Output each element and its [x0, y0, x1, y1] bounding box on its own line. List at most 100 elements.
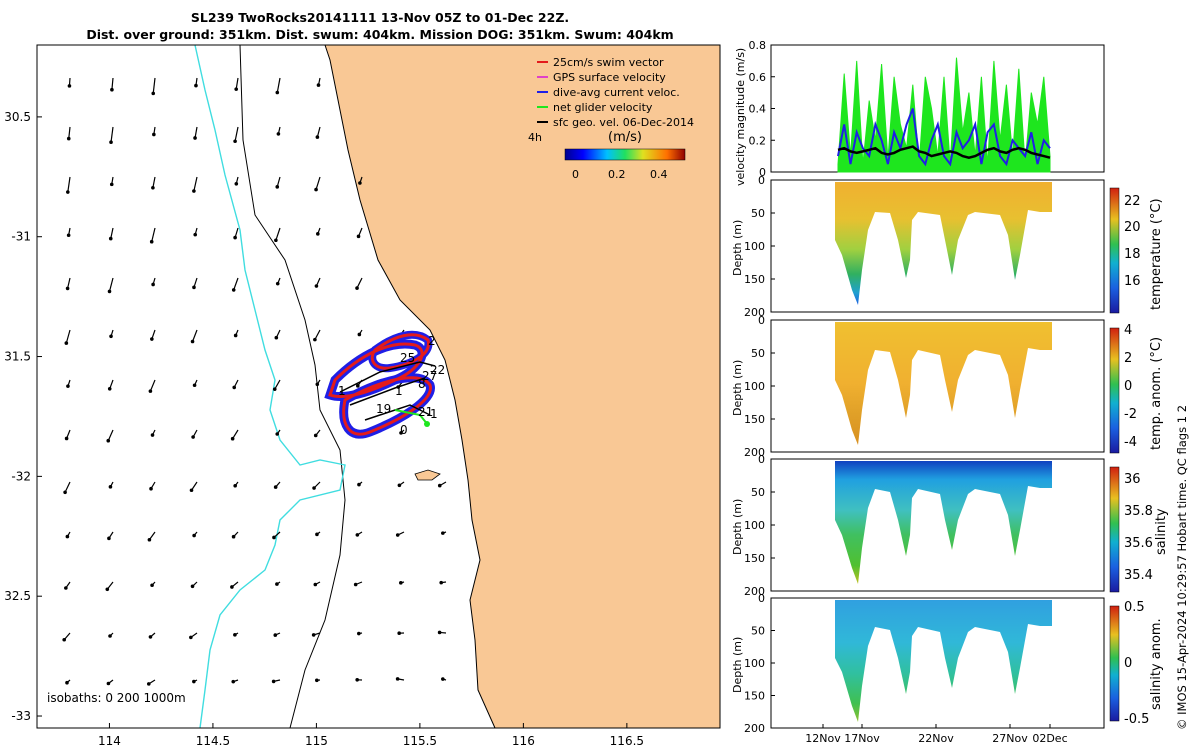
current-arrow-head: [312, 486, 316, 490]
legend-dive-avg: dive-avg current veloc.: [553, 86, 680, 99]
time-tick-label: 12Nov: [805, 732, 841, 745]
current-arrow-head: [355, 677, 360, 682]
anom-cbar-tick-4: 4: [1124, 323, 1132, 338]
current-arrow-head: [148, 389, 153, 393]
current-arrow: [64, 481, 71, 493]
current-arrow-head: [64, 586, 68, 590]
current-arrow: [67, 176, 71, 193]
current-arrow-head: [109, 334, 113, 339]
current-arrow-head: [109, 140, 113, 145]
temperature-panel: 22 20 18 16 temperature (°C): [770, 179, 1164, 314]
sal-cbar-tick-356: 35.6: [1124, 536, 1153, 551]
current-arrow-head: [441, 531, 445, 535]
depth-ylabel: Depth (m): [731, 637, 744, 693]
depth-tick-label: 100: [744, 240, 765, 253]
current-arrow-head: [108, 236, 113, 241]
depth-tick-label: 0: [758, 453, 765, 466]
current-arrow: [149, 379, 156, 392]
current-arrow-head: [276, 132, 281, 136]
velocity-ylabel: velocity magnitude (m/s): [734, 48, 747, 186]
current-arrow-head: [232, 385, 237, 390]
current-arrow-head: [231, 288, 236, 292]
current-arrow-head: [65, 286, 70, 291]
current-arrow-head: [316, 83, 321, 87]
time-ticks: 12Nov 17Nov 22Nov 27Nov 02Dec: [805, 724, 1068, 745]
current-arrow-head: [313, 582, 318, 587]
current-arrow-head: [66, 233, 71, 238]
anom-cbar-tick-m4: -4: [1124, 435, 1137, 450]
current-arrow-head: [313, 337, 317, 342]
current-arrow-head: [356, 384, 360, 388]
current-arrow-head: [357, 631, 361, 636]
current-arrow-head: [152, 132, 156, 137]
salinity-colorbar: [1109, 466, 1120, 593]
current-arrow: [193, 176, 198, 192]
anom-cbar-tick-0: 0: [1124, 379, 1132, 394]
current-arrow-head: [192, 285, 196, 290]
current-arrow-head: [66, 384, 70, 388]
current-arrow-head: [64, 341, 69, 345]
coastline: [324, 44, 496, 729]
current-arrow-head: [65, 534, 70, 539]
current-arrow-head: [107, 289, 112, 294]
temperature-cbar-label: temperature (°C): [1149, 198, 1164, 310]
current-arrow-head: [192, 679, 196, 684]
anom-cbar-tick-m2: -2: [1124, 407, 1137, 422]
current-arrow: [107, 429, 114, 441]
legend-vector-4h: 4h: [528, 131, 542, 144]
isobath-200m: [239, 44, 346, 729]
imos-credit: © IMOS 15-Apr-2024 10:29:57 Hobart time.…: [1175, 404, 1189, 730]
sal-cbar-tick-358: 35.8: [1124, 504, 1153, 519]
current-arrow-head: [231, 534, 236, 539]
depth-ylabel: Depth (m): [731, 499, 744, 555]
current-arrow: [191, 329, 198, 342]
map-xtick-label: 114.5: [196, 734, 230, 748]
current-arrow: [275, 227, 281, 241]
day-label: 8: [418, 377, 426, 391]
depth-tick-label: 50: [751, 625, 765, 638]
depth-ylabel: Depth (m): [731, 220, 744, 276]
current-arrow-head: [316, 232, 320, 236]
sal-cbar-tick-36: 36: [1124, 472, 1141, 487]
time-tick-label: 22Nov: [918, 732, 954, 745]
map-ytick-label: 32.5: [4, 589, 31, 603]
colorbar-tick-0: 0: [572, 168, 579, 181]
current-arrow-head: [189, 488, 194, 493]
map-ytick-label: 30.5: [4, 110, 31, 124]
temperature-colorbar-group: 22 20 18 16 temperature (°C): [1109, 187, 1164, 314]
current-arrow-head: [151, 91, 156, 96]
current-arrow-head: [147, 537, 152, 542]
day-label: 25: [400, 351, 415, 365]
current-arrow: [234, 126, 239, 142]
current-arrow-head: [272, 535, 276, 540]
current-arrow-head: [193, 232, 198, 237]
temp-anom-colorbar: [1109, 327, 1120, 454]
current-arrow: [152, 77, 156, 94]
current-arrow-head: [66, 136, 71, 141]
current-arrow-head: [107, 386, 112, 391]
current-arrow-head: [437, 483, 442, 488]
current-arrow-head: [314, 187, 318, 192]
current-arrow-head: [395, 677, 400, 681]
map-ytick-label: -31: [11, 230, 31, 244]
current-arrow-head: [146, 682, 151, 686]
current-arrow-head: [66, 190, 70, 194]
current-arrow-head: [233, 333, 238, 338]
temp-anom-panel: 4 2 0 -2 -4 temp. anom. (°C): [770, 319, 1164, 454]
map-xtick-label: 115.5: [403, 734, 437, 748]
current-arrow-head: [150, 433, 155, 437]
current-arrow-head: [190, 584, 195, 589]
current-arrow-head: [397, 483, 402, 488]
depth-tick-label: 0: [758, 174, 765, 187]
current-arrow: [108, 277, 114, 292]
current-arrow-head: [63, 490, 67, 495]
isobath-1000m: [194, 44, 346, 729]
sal-anom-colorbar-group: 0.5 0 -0.5 salinity anom.: [1109, 600, 1164, 727]
colorbar-units: (m/s): [608, 130, 642, 145]
current-arrow-head: [357, 332, 362, 337]
current-arrow-head: [234, 87, 239, 91]
current-arrow-head: [151, 185, 155, 190]
temp-cbar-tick-18: 18: [1124, 247, 1141, 262]
